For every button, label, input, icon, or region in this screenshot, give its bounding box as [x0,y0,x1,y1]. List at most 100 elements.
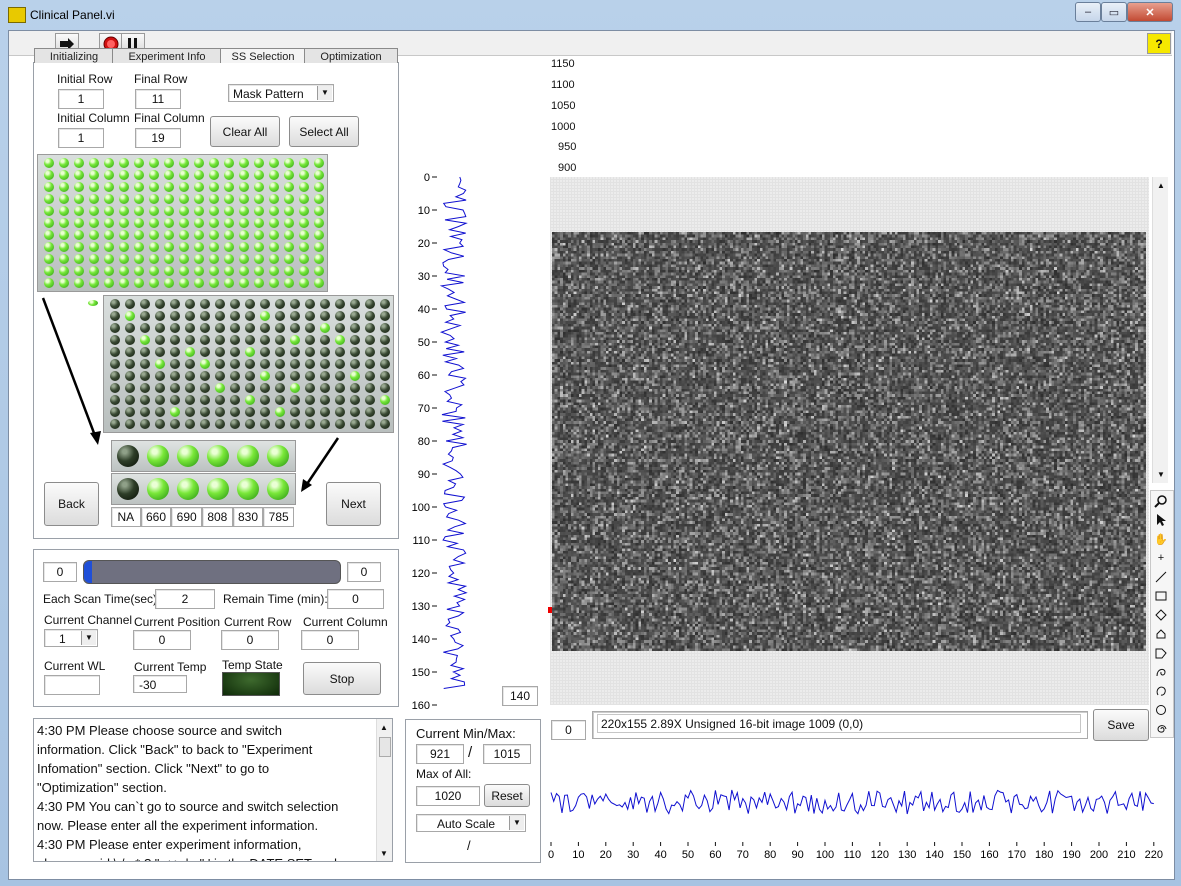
next-button[interactable]: Next [326,482,381,526]
grid-led[interactable] [74,230,84,240]
grid-led[interactable] [380,323,390,333]
grid-led[interactable] [104,218,114,228]
grid-led[interactable] [305,359,315,369]
grid-led[interactable] [149,242,159,252]
grid-led[interactable] [194,266,204,276]
grid-led[interactable] [365,299,375,309]
grid-led[interactable] [74,218,84,228]
grid-led[interactable] [245,395,255,405]
grid-led[interactable] [59,182,69,192]
channel-led[interactable] [207,478,229,500]
grid-led[interactable] [170,311,180,321]
grid-led[interactable] [239,278,249,288]
grid-led[interactable] [254,218,264,228]
grid-led[interactable] [179,278,189,288]
grid-led[interactable] [44,182,54,192]
grid-led[interactable] [230,395,240,405]
grid-led[interactable] [110,359,120,369]
grid-led[interactable] [74,158,84,168]
grid-led[interactable] [299,254,309,264]
grid-led[interactable] [140,335,150,345]
grid-led[interactable] [155,311,165,321]
grid-led[interactable] [74,278,84,288]
grid-led[interactable] [365,407,375,417]
grid-led[interactable] [179,230,189,240]
grid-led[interactable] [185,407,195,417]
grid-led[interactable] [335,311,345,321]
polygon-icon[interactable] [1151,625,1171,643]
grid-led[interactable] [104,266,114,276]
grid-led[interactable] [134,158,144,168]
grid-led[interactable] [350,335,360,345]
grid-led[interactable] [200,311,210,321]
grid-led[interactable] [290,347,300,357]
grid-led[interactable] [215,323,225,333]
grid-led[interactable] [260,335,270,345]
grid-led[interactable] [140,395,150,405]
message-log[interactable]: 4:30 PM Please choose source and switch i… [33,718,393,862]
grid-led[interactable] [215,395,225,405]
grid-led[interactable] [185,311,195,321]
grid-led[interactable] [365,347,375,357]
grid-led[interactable] [194,242,204,252]
help-icon[interactable]: ? [1147,33,1171,54]
grid-led[interactable] [290,407,300,417]
channel-led[interactable] [117,445,139,467]
grid-led[interactable] [290,359,300,369]
grid-led[interactable] [74,254,84,264]
grid-led[interactable] [335,371,345,381]
grid-led[interactable] [269,170,279,180]
grid-led[interactable] [260,359,270,369]
grid-led[interactable] [335,347,345,357]
grid-led[interactable] [230,335,240,345]
select-all-button[interactable]: Select All [289,116,359,147]
grid-led[interactable] [320,323,330,333]
grid-led[interactable] [380,359,390,369]
grid-led[interactable] [170,347,180,357]
grid-led[interactable] [239,254,249,264]
grid-led[interactable] [254,170,264,180]
grid-led[interactable] [110,347,120,357]
grid-led[interactable] [254,266,264,276]
grid-led[interactable] [320,359,330,369]
grid-led[interactable] [119,182,129,192]
grid-led[interactable] [269,266,279,276]
grid-led[interactable] [164,182,174,192]
grid-led[interactable] [155,371,165,381]
grid-led[interactable] [320,311,330,321]
grid-led[interactable] [179,182,189,192]
grid-led[interactable] [110,395,120,405]
scroll-down-icon[interactable]: ▼ [1157,470,1165,479]
grid-led[interactable] [320,407,330,417]
grid-led[interactable] [89,206,99,216]
grid-led[interactable] [275,347,285,357]
grid-led[interactable] [290,323,300,333]
pan-icon[interactable]: ✋ [1154,533,1168,546]
grid-led[interactable] [209,278,219,288]
grid-led[interactable] [134,254,144,264]
grid-led[interactable] [200,299,210,309]
grid-led[interactable] [335,335,345,345]
grid-led[interactable] [239,230,249,240]
grid-led[interactable] [185,347,195,357]
current-channel-select[interactable]: 1 ▼ [44,629,98,647]
freehand-icon[interactable] [1151,663,1171,681]
grid-led[interactable] [230,371,240,381]
grid-led[interactable] [314,170,324,180]
grid-led[interactable] [350,299,360,309]
grid-led[interactable] [164,230,174,240]
grid-led[interactable] [380,419,390,429]
grid-led[interactable] [224,194,234,204]
grid-led[interactable] [365,383,375,393]
grid-led[interactable] [59,194,69,204]
grid-led[interactable] [245,359,255,369]
grid-led[interactable] [239,242,249,252]
grid-led[interactable] [89,266,99,276]
grid-led[interactable] [305,311,315,321]
grid-led[interactable] [134,266,144,276]
grid-led[interactable] [239,266,249,276]
rectangle-icon[interactable] [1151,587,1171,605]
grid-led[interactable] [230,419,240,429]
grid-led[interactable] [170,335,180,345]
grid-led[interactable] [299,170,309,180]
